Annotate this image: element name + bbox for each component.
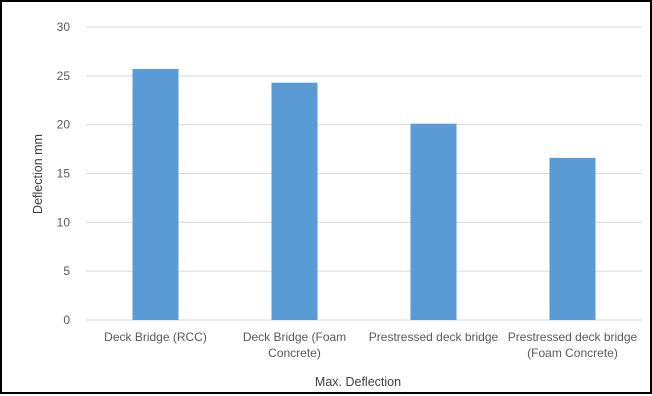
y-tick-label: 30 — [57, 20, 71, 34]
y-axis-label: Deflection mm — [31, 134, 45, 214]
bar — [410, 123, 457, 320]
y-axis-ticks: 0 5 10 15 20 25 30 — [57, 20, 71, 327]
x-axis-categories: Deck Bridge (RCC) Deck Bridge (Foam Concre… — [104, 330, 637, 360]
y-tick-label: 20 — [57, 118, 71, 132]
y-tick-label: 25 — [57, 69, 71, 83]
bars — [132, 68, 596, 320]
bar — [132, 68, 179, 320]
y-tick-label: 0 — [63, 313, 70, 327]
x-category-label: Concrete) — [268, 346, 321, 360]
x-axis-label: Max. Deflection — [315, 375, 401, 389]
y-tick-label: 15 — [57, 167, 71, 181]
y-tick-label: 10 — [57, 215, 71, 229]
x-category-label: Prestressed deck bridge — [508, 330, 638, 344]
bar — [271, 82, 318, 320]
x-category-label: Deck Bridge (RCC) — [104, 330, 207, 344]
bar — [549, 157, 596, 320]
x-category-label: Deck Bridge (Foam — [243, 330, 346, 344]
x-category-label: (Foam Concrete) — [527, 346, 618, 360]
y-tick-label: 5 — [63, 264, 70, 278]
gridlines — [86, 26, 642, 321]
x-category-label: Prestressed deck bridge — [369, 330, 499, 344]
